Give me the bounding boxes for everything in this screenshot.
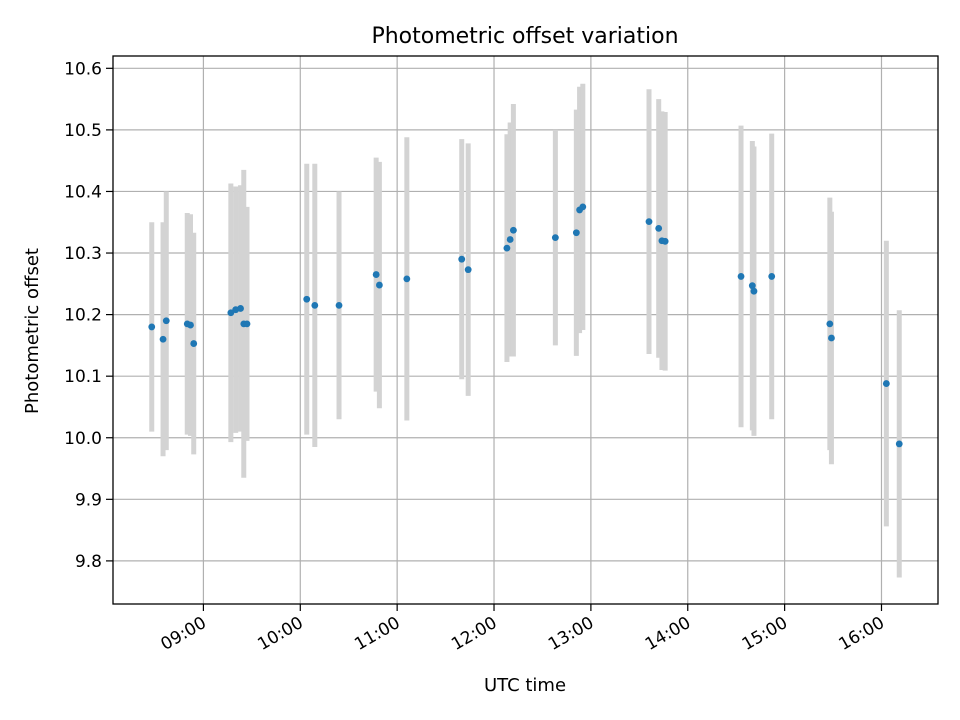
data-point <box>895 440 903 448</box>
data-point <box>768 273 776 280</box>
y-axis-ticks: 9.8 9.9 10.0 10.1 10.2 10.3 10.4 10.5 10.6 <box>64 59 113 572</box>
y-tick-label: 9.9 <box>75 490 102 510</box>
x-axis-label: UTC time <box>484 675 566 696</box>
data-point <box>826 320 834 328</box>
data-point <box>645 218 653 226</box>
data-point <box>509 226 517 234</box>
data-point <box>375 281 383 289</box>
data-point <box>551 234 559 242</box>
y-tick-label: 10.0 <box>64 429 102 449</box>
data-point <box>828 334 835 342</box>
data-point <box>661 237 669 245</box>
y-tick-label: 10.5 <box>64 121 102 141</box>
data-point <box>372 271 380 278</box>
data-points <box>148 203 903 448</box>
data-point <box>243 320 251 328</box>
data-point <box>458 255 466 263</box>
data-point <box>503 244 511 252</box>
data-point <box>190 340 198 347</box>
data-point <box>464 266 472 274</box>
y-tick-label: 10.4 <box>64 182 102 202</box>
data-point <box>750 287 758 295</box>
data-point <box>237 305 244 312</box>
data-point <box>162 317 170 325</box>
y-axis-label: Photometric offset <box>22 248 43 414</box>
data-point <box>227 309 235 317</box>
chart-title: Photometric offset variation <box>371 24 678 49</box>
data-point <box>737 273 745 280</box>
plot-frame <box>112 55 939 605</box>
data-point <box>311 301 319 309</box>
y-tick-label: 10.3 <box>64 244 102 264</box>
data-point <box>748 282 756 290</box>
data-point <box>187 321 194 329</box>
data-point <box>148 323 156 331</box>
data-point <box>572 229 580 237</box>
data-point <box>403 275 411 283</box>
y-tick-label: 10.6 <box>64 59 102 79</box>
data-point <box>655 225 663 232</box>
data-point <box>303 295 311 303</box>
data-point <box>335 301 343 309</box>
grid-lines <box>113 56 938 604</box>
data-point <box>506 236 514 243</box>
data-point <box>159 335 167 343</box>
data-point <box>579 203 587 211</box>
y-tick-label: 9.8 <box>75 552 102 572</box>
y-tick-label: 10.2 <box>64 306 102 326</box>
y-tick-label: 10.1 <box>64 367 102 387</box>
data-point <box>882 380 890 387</box>
